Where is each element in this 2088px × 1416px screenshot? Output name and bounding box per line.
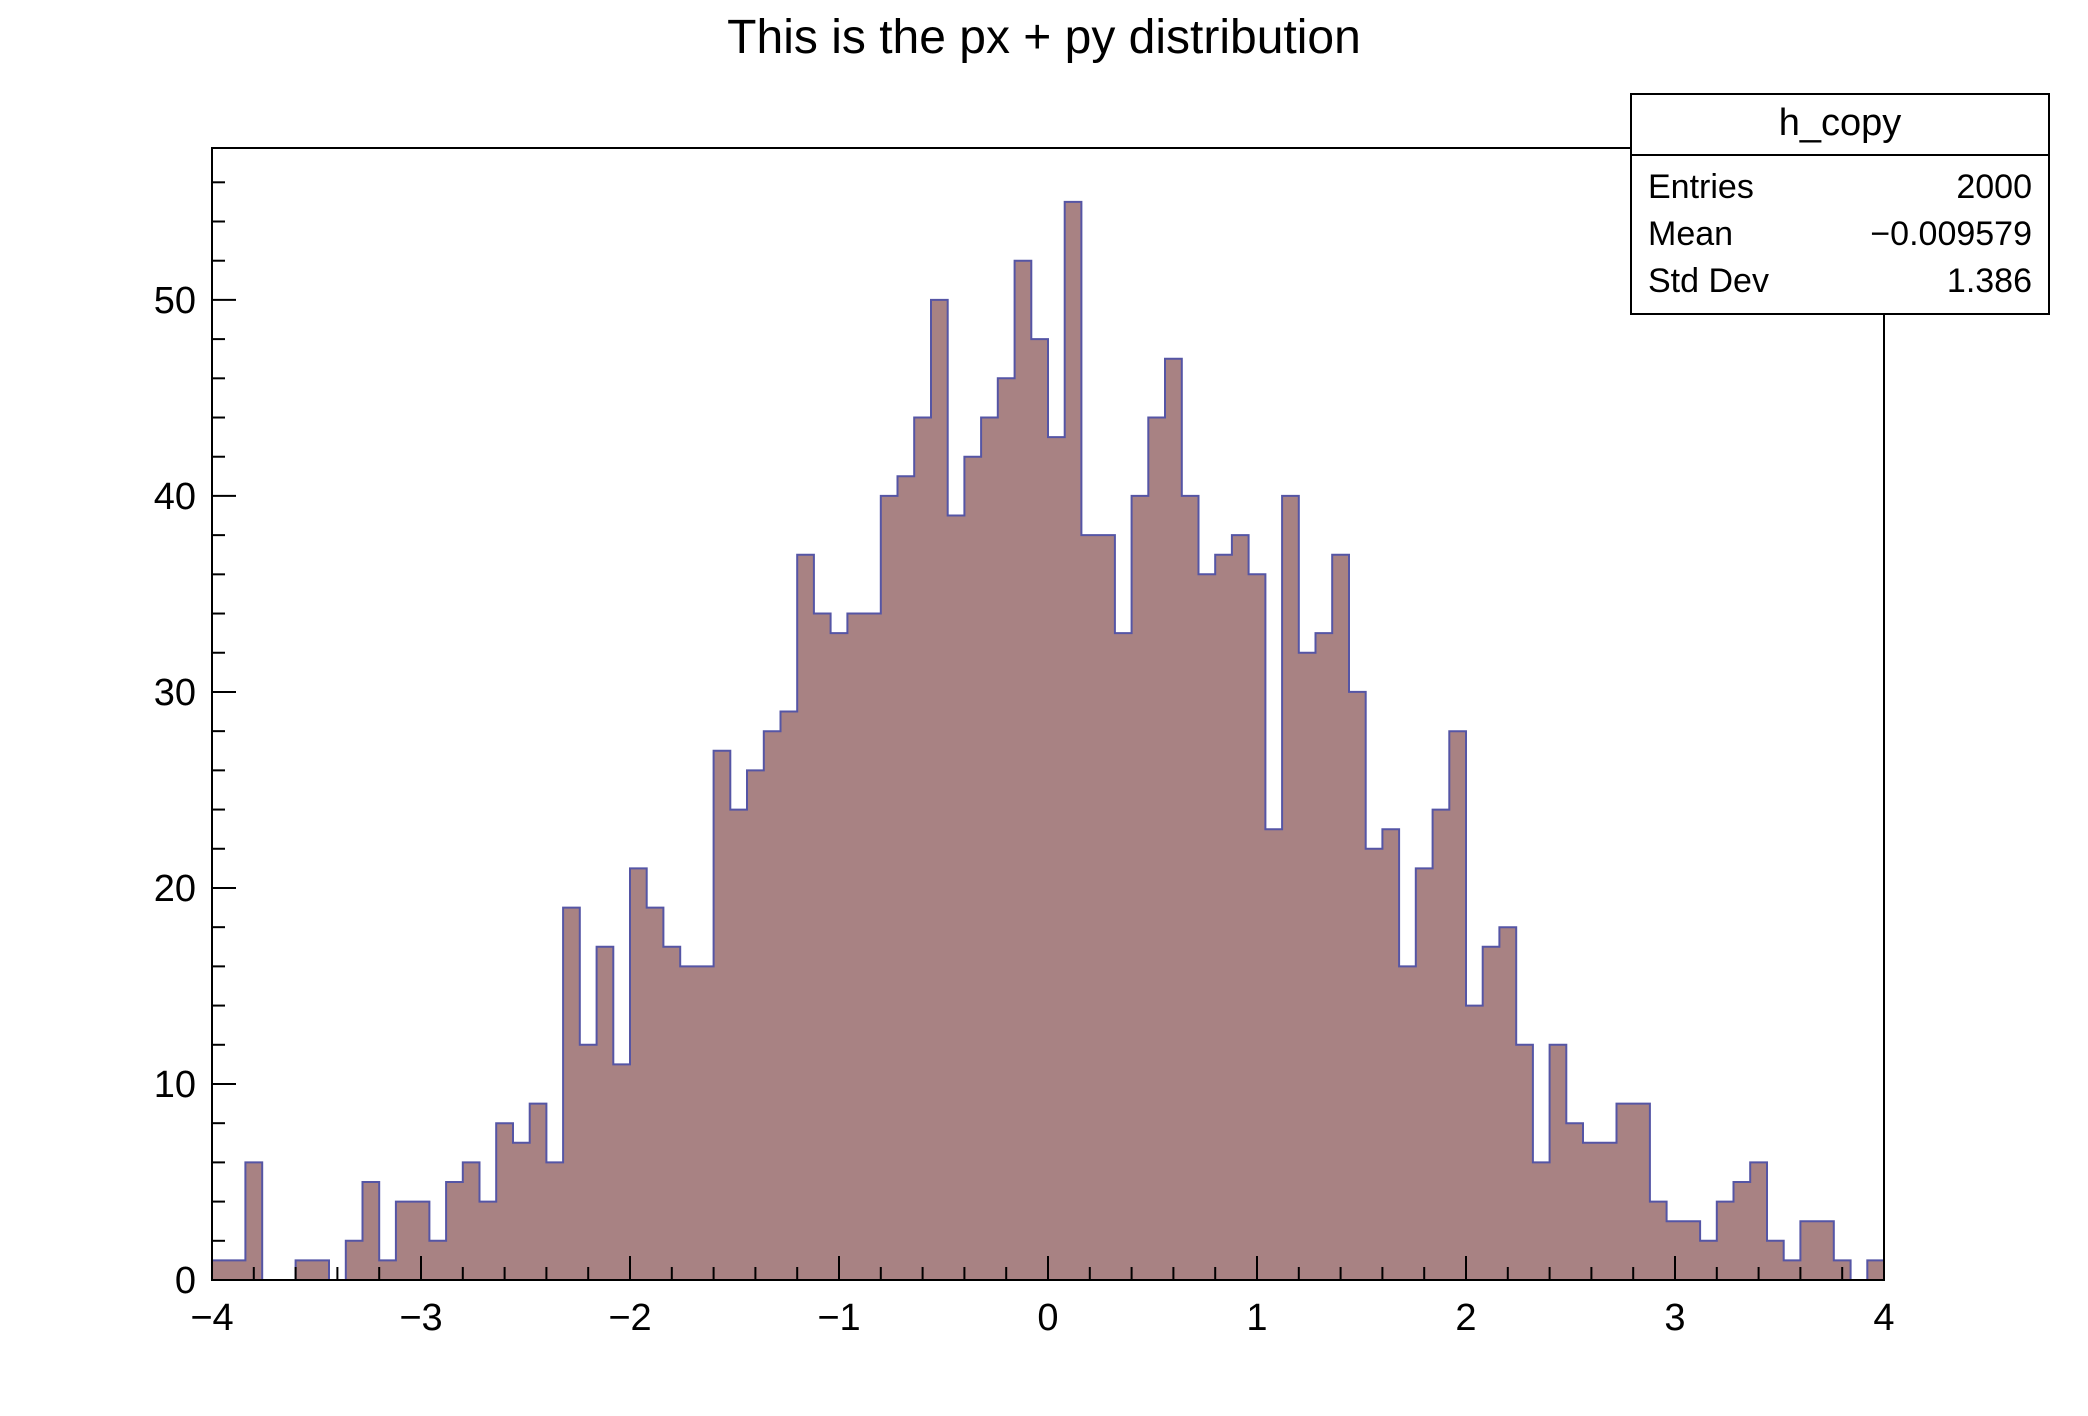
- stats-row-stddev: Std Dev 1.386: [1632, 254, 2048, 301]
- stats-row-entries: Entries 2000: [1632, 160, 2048, 207]
- plot-title: This is the px + py distribution: [727, 11, 1361, 64]
- x-tick-label: 3: [1664, 1297, 1685, 1339]
- x-tick-label: 4: [1873, 1297, 1894, 1339]
- x-tick-label: 2: [1455, 1297, 1476, 1339]
- stats-value: −0.009579: [1870, 215, 2032, 253]
- stats-box: h_copy Entries 2000 Mean −0.009579 Std D…: [1630, 93, 2050, 315]
- x-tick-label: 0: [1037, 1297, 1058, 1339]
- x-tick-label: −4: [190, 1297, 233, 1339]
- stats-value: 2000: [1956, 168, 2032, 206]
- stats-box-rows: Entries 2000 Mean −0.009579 Std Dev 1.38…: [1632, 156, 2048, 313]
- stats-value: 1.386: [1946, 262, 2032, 300]
- stats-row-mean: Mean −0.009579: [1632, 207, 2048, 254]
- stats-label: Mean: [1648, 215, 1734, 253]
- stats-label: Entries: [1648, 168, 1754, 206]
- x-tick-label: −2: [608, 1297, 651, 1339]
- y-tick-label: 20: [154, 868, 196, 910]
- y-tick-label: 30: [154, 672, 196, 714]
- y-tick-label: 10: [154, 1064, 196, 1106]
- x-tick-label: 1: [1246, 1297, 1267, 1339]
- histogram-outline: [211, 200, 1885, 1281]
- y-tick-label: 0: [175, 1260, 196, 1302]
- y-tick-label: 40: [154, 476, 196, 518]
- stats-box-title: h_copy: [1632, 95, 2048, 156]
- x-tick-label: −3: [399, 1297, 442, 1339]
- x-tick-label: −1: [817, 1297, 860, 1339]
- stats-label: Std Dev: [1648, 262, 1769, 300]
- y-tick-label: 50: [154, 280, 196, 322]
